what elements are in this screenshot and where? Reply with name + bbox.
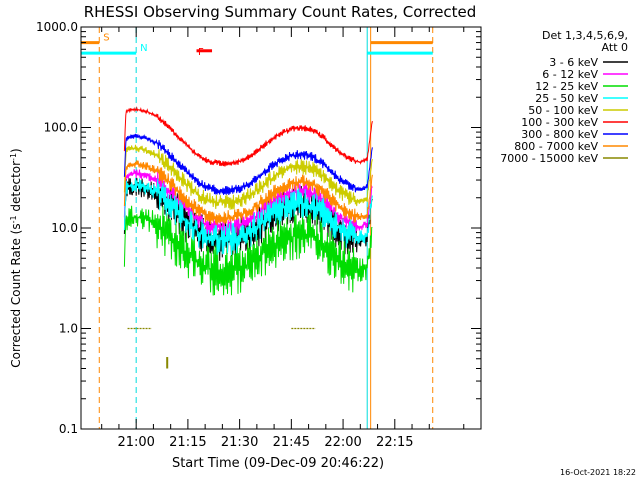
legend-label-5: 100 - 300 keV [521, 116, 598, 129]
legend-label-6: 300 - 800 keV [521, 128, 598, 141]
y-tick-label-1: 100.0 [44, 121, 78, 135]
x-tick-label-0: 21:00 [117, 435, 154, 450]
x-tick-label-1: 21:15 [169, 435, 206, 450]
series-line-2 [123, 205, 373, 296]
x-axis-label: Start Time (09-Dec-09 20:46:22) [172, 456, 384, 471]
axes: 1000.0 100.0 10.0 1.0 0.1 21:00 21:15 21:30 21:4… [36, 20, 482, 450]
legend-label-1: 6 - 12 keV [542, 68, 598, 81]
y-axis-label-mid: detector [9, 161, 23, 216]
legend-label-7: 800 - 7000 keV [514, 140, 598, 153]
flag-label-s: S [103, 33, 109, 44]
y-tick-label-4: 0.1 [59, 422, 78, 436]
x-tick-label-5: 22:15 [376, 435, 413, 450]
flag-label-f: F [198, 47, 204, 58]
legend-label-3: 25 - 50 keV [535, 92, 598, 105]
y-tick-label-3: 1.0 [59, 322, 78, 336]
y-axis-label-sup2: -1 [9, 153, 18, 161]
series-line-5 [123, 105, 373, 167]
legend-label-2: 12 - 25 keV [535, 80, 598, 93]
series-line-3 [123, 177, 373, 256]
status-flags: S N F [81, 33, 433, 58]
y-axis-label-sup1: -1 [9, 215, 18, 223]
legend-header-line1: Det 1,3,4,5,6,9, [542, 29, 628, 42]
y-axis-label-end: ) [9, 148, 23, 153]
y-axis-label-main: Corrected Count Rate (s [9, 223, 23, 367]
legend-label-8: 7000 - 15000 keV [500, 152, 598, 165]
footer-date: 16-Oct-2021 18:22 [560, 468, 636, 477]
series-line-7 [123, 160, 373, 226]
series-line-4 [123, 144, 373, 210]
y-axis-label: Corrected Count Rate (s-1 detector-1) [9, 148, 24, 367]
x-tick-label-3: 21:45 [273, 435, 310, 450]
y-tick-label-0: 1000.0 [36, 20, 78, 34]
series-line-6 [123, 133, 373, 196]
flag-label-n: N [140, 43, 147, 54]
y-tick-label-2: 10.0 [51, 221, 78, 235]
x-tick-label-4: 22:00 [324, 435, 361, 450]
x-tick-label-2: 21:30 [221, 435, 258, 450]
chart-title: RHESSI Observing Summary Count Rates, Co… [84, 3, 477, 21]
series-lines [123, 105, 373, 369]
legend-label-4: 50 - 100 keV [528, 104, 598, 117]
legend-label-0: 3 - 6 keV [549, 56, 598, 69]
legend-header-line2: Att 0 [602, 41, 628, 54]
